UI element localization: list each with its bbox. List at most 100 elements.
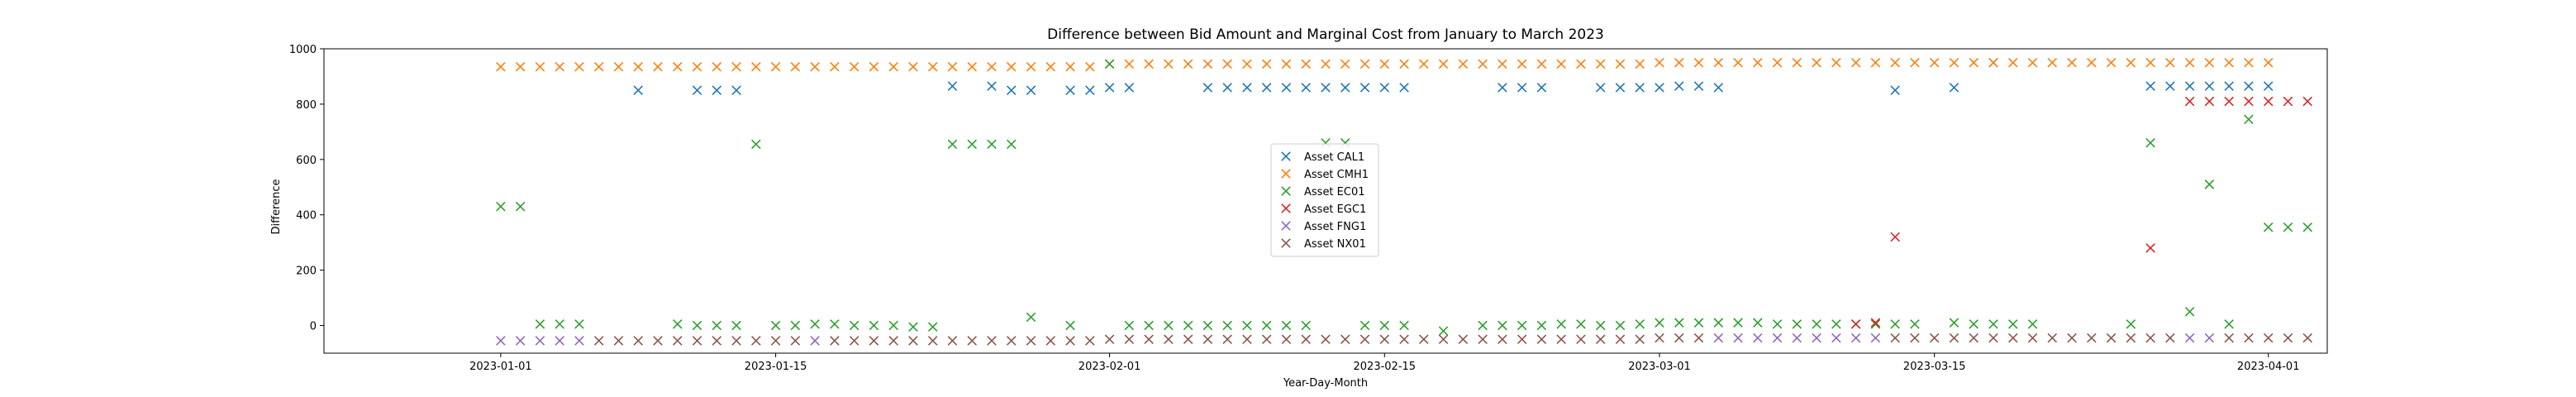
data-point (2165, 332, 2175, 343)
legend-marker (1281, 169, 1291, 179)
data-point (2283, 96, 2293, 107)
plot-area (323, 48, 2328, 354)
x-tick-label: 2023-01-15 (745, 361, 807, 373)
data-point (2263, 96, 2274, 107)
y-tick-label: 0 (310, 321, 317, 333)
data-point (1144, 59, 1154, 69)
data-point (1655, 332, 1664, 343)
x-tick-label: 2023-03-01 (1628, 361, 1691, 373)
data-point (2106, 57, 2117, 68)
data-point (2224, 81, 2234, 91)
series-asset-cmh1 (496, 57, 2274, 72)
data-point (633, 61, 644, 72)
data-point (2184, 81, 2195, 91)
data-point (1085, 336, 1095, 346)
data-point (2126, 332, 2136, 343)
data-point (1085, 61, 1095, 72)
data-point (1733, 318, 1743, 328)
data-point (1556, 334, 1566, 345)
data-point (849, 336, 859, 346)
data-point (1202, 320, 1213, 331)
data-point (810, 319, 820, 329)
data-point (672, 61, 683, 72)
legend: Asset CAL1 Asset CMH1 Asset EC01 Asset EGC1… (1270, 143, 1379, 257)
data-point (1045, 336, 1056, 346)
data-point (2224, 319, 2234, 329)
data-point (1399, 83, 1409, 93)
x-tick-label: 2023-02-15 (1354, 361, 1417, 373)
data-point (1183, 59, 1193, 69)
data-point (1222, 334, 1232, 345)
data-point (1850, 332, 1861, 343)
y-axis: 0 200 400 600 800 1000 (289, 44, 324, 333)
y-tick-label: 600 (296, 155, 317, 167)
data-point (1556, 319, 1566, 329)
data-point (1301, 334, 1312, 345)
data-point (1359, 83, 1370, 93)
data-point (830, 319, 840, 329)
data-point (1772, 57, 1783, 68)
data-point (2145, 243, 2155, 253)
data-point (2027, 319, 2038, 329)
data-point (1772, 319, 1783, 329)
data-point (1281, 83, 1292, 93)
data-point (2067, 332, 2077, 343)
data-point (967, 139, 978, 150)
data-point (770, 320, 781, 331)
data-point (1399, 320, 1409, 331)
data-point (692, 336, 702, 346)
data-point (2087, 332, 2097, 343)
data-point (593, 61, 604, 72)
data-point (790, 61, 801, 72)
data-point (1910, 319, 1920, 329)
data-point (1713, 57, 1724, 68)
data-point (947, 61, 958, 72)
data-point (1615, 59, 1626, 69)
legend-label: Asset NX01 (1304, 238, 1366, 251)
data-point (555, 319, 564, 329)
data-point (751, 336, 761, 346)
plot-frame (323, 48, 2328, 354)
data-point (1595, 320, 1606, 331)
data-point (751, 61, 761, 72)
legend-marker (1281, 221, 1291, 231)
data-point (1615, 334, 1626, 345)
data-point (1458, 334, 1469, 345)
data-point (2027, 332, 2038, 343)
data-point (1517, 334, 1527, 345)
data-point (1006, 61, 1017, 72)
data-point (987, 139, 997, 150)
data-point (1988, 57, 1998, 68)
data-point (967, 336, 978, 346)
data-point (1870, 318, 1881, 328)
data-point (849, 320, 859, 331)
data-point (1655, 57, 1664, 68)
data-point (1085, 85, 1095, 95)
data-point (692, 61, 702, 72)
data-point (1242, 83, 1252, 93)
data-point (987, 336, 997, 346)
data-point (1242, 320, 1252, 331)
x-tick-label: 2023-03-15 (1903, 361, 1966, 373)
data-point (1969, 332, 1979, 343)
legend-label: Asset FNG1 (1304, 221, 1366, 233)
data-point (908, 61, 918, 72)
x-axis-title: Year-Day-Month (1283, 377, 1368, 390)
data-point (515, 336, 526, 346)
data-point (1674, 57, 1684, 68)
data-point (1969, 57, 1979, 68)
data-point (731, 320, 741, 331)
data-point (1438, 59, 1449, 69)
data-point (2027, 57, 2038, 68)
data-point (1910, 332, 1920, 343)
data-point (1890, 85, 1900, 95)
data-point (1359, 334, 1370, 345)
y-tick-label: 1000 (289, 44, 317, 56)
data-point (2145, 332, 2155, 343)
data-point (1144, 320, 1154, 331)
data-point (613, 336, 624, 346)
series-asset-egc1 (1850, 96, 2313, 329)
data-point (731, 61, 741, 72)
data-point (1713, 332, 1724, 343)
data-point (1006, 336, 1017, 346)
